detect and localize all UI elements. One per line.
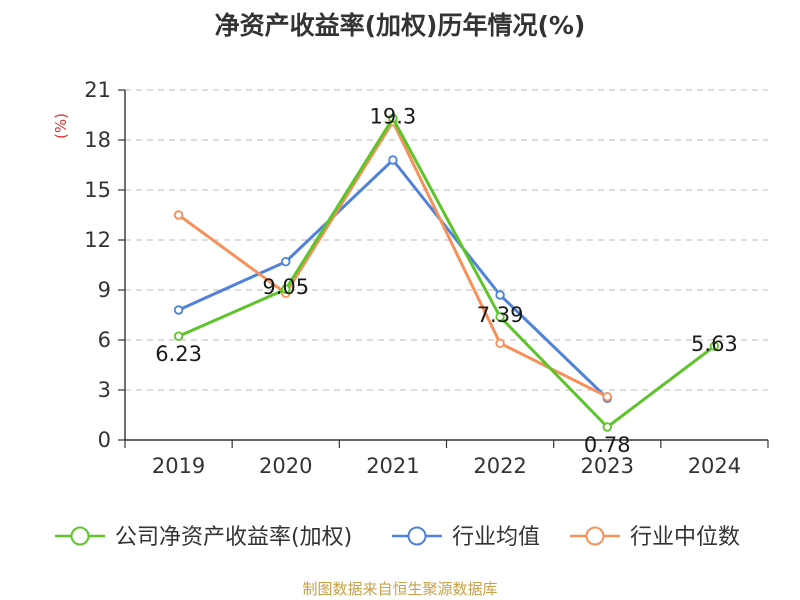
series-0-point-2023	[602, 422, 612, 432]
series-2-point-2022	[495, 338, 505, 349]
x-tick-label-2021: 2021	[366, 454, 419, 478]
data-labels: 6.23 9.05 19.3 7.39 0.78 5.63	[155, 104, 738, 457]
series-0-point-2020	[281, 284, 291, 294]
legend-marker-0	[70, 526, 90, 546]
legend-label-2: 行业中位数	[630, 525, 740, 550]
series-line-0	[177, 116, 716, 429]
x-tick-label-2020: 2020	[259, 454, 312, 478]
x-tick-label-2022: 2022	[473, 454, 526, 478]
y-axis-unit-label: (%)	[52, 113, 70, 139]
series-2-point-2019	[173, 210, 184, 220]
legend[interactable]: 公司净资产收益率(加权) 行业均值 行业中位数	[55, 525, 740, 550]
chart-title: 净资产收益率(加权)历年情况(%)	[215, 11, 586, 40]
y-tick-label-3: 3	[98, 378, 111, 402]
series-0-point-2024	[709, 341, 720, 351]
legend-marker-2	[585, 526, 605, 546]
data-label-2021: 19.3	[370, 104, 417, 128]
y-tick-label-6: 6	[98, 328, 111, 352]
axes: 0 3 6 9 12 15 18 21 2019 2020 2021 2022 2023 2024	[84, 78, 769, 478]
data-label-2023: 0.78	[584, 433, 631, 457]
data-label-2020: 9.05	[262, 275, 309, 299]
series-0-point-2022	[495, 312, 505, 322]
y-tick-label-15: 15	[84, 178, 111, 202]
legend-marker-1	[407, 526, 427, 546]
series-0-point-2019	[173, 331, 184, 341]
y-tick-label-9: 9	[98, 278, 111, 302]
y-tick-label-0: 0	[98, 428, 111, 452]
y-tick-label-12: 12	[84, 228, 111, 252]
data-label-2022: 7.39	[477, 303, 524, 327]
series-1-point-2020	[281, 256, 291, 267]
series-1-point-2022	[495, 290, 505, 300]
x-tick-label-2024: 2024	[688, 454, 741, 478]
x-tick-label-2023: 2023	[581, 454, 634, 478]
series-1-point-2019	[173, 305, 184, 315]
series-0-point-2021	[388, 113, 398, 124]
y-tick-label-18: 18	[84, 128, 111, 152]
legend-label-0: 公司净资产收益率(加权)	[115, 525, 352, 550]
source-note: 制图数据来自恒生聚源数据库	[302, 580, 497, 598]
legend-label-1: 行业均值	[452, 525, 540, 550]
data-label-2024: 5.63	[691, 332, 738, 356]
y-tick-label-21: 21	[84, 78, 111, 102]
gridlines	[125, 89, 768, 391]
series-2-point-2023	[602, 391, 612, 402]
data-label-2019: 6.23	[155, 342, 202, 366]
series-1-point-2021	[388, 155, 398, 165]
series-group	[173, 113, 720, 432]
x-tick-label-2019: 2019	[152, 454, 205, 478]
